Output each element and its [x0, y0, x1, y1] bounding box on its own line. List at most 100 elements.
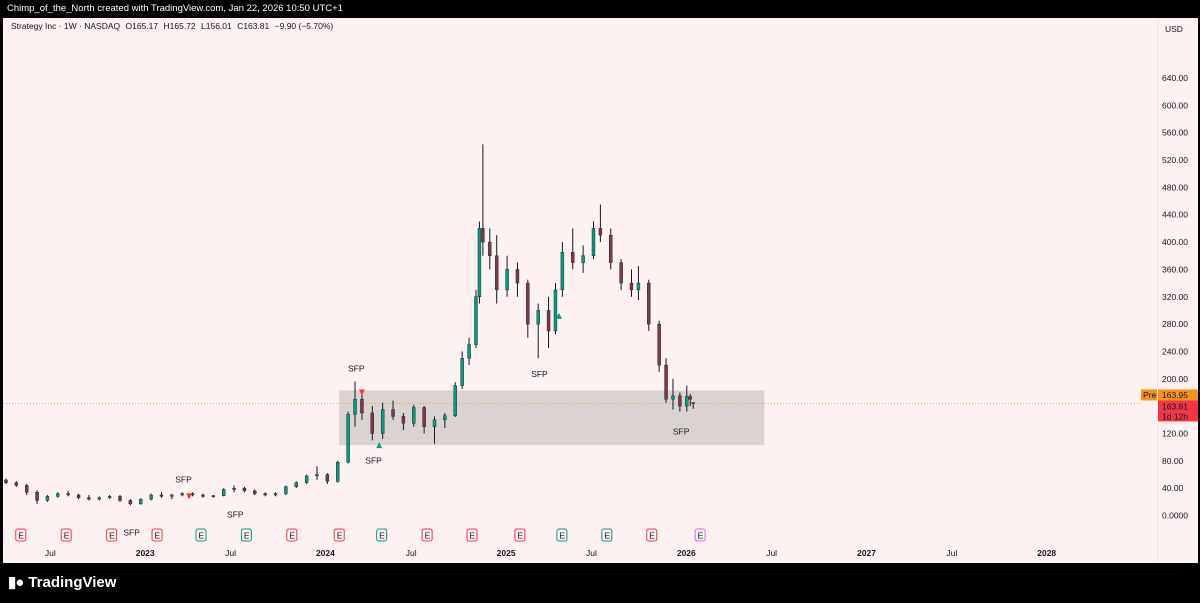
candle-body[interactable]: [263, 493, 267, 496]
candle-body[interactable]: [353, 399, 357, 415]
candle-body[interactable]: [304, 475, 309, 483]
candle-body[interactable]: [35, 492, 39, 501]
earnings-badge-icon[interactable]: [195, 528, 207, 542]
candle-body[interactable]: [180, 493, 184, 496]
candle-body[interactable]: [253, 490, 257, 494]
earnings-badge-icon[interactable]: [694, 528, 706, 542]
ohlc-high: H165.72: [163, 21, 196, 31]
candle-body[interactable]: [87, 497, 91, 500]
candle-body[interactable]: [315, 474, 319, 477]
candle-body[interactable]: [560, 252, 565, 291]
candle-body[interactable]: [45, 496, 50, 501]
candle-body[interactable]: [453, 385, 457, 416]
candle-body[interactable]: [159, 494, 164, 497]
tradingview-logo[interactable]: ▮● TradingView: [8, 573, 116, 592]
price-chart-svg[interactable]: SFP SFP SFP SFP SFP SFP SFP E E E E E E E E E E E E E E E E Jul…: [3, 18, 1198, 563]
candle-body[interactable]: [422, 407, 426, 427]
candle-body[interactable]: [14, 482, 19, 486]
candle-body[interactable]: [128, 500, 133, 505]
earnings-badge-icon[interactable]: [15, 528, 27, 542]
sfp-label: SFP: [365, 456, 382, 466]
candle-body[interactable]: [66, 493, 70, 496]
earnings-badge-icon[interactable]: [240, 528, 252, 542]
candle-body[interactable]: [688, 396, 692, 400]
candle-body[interactable]: [360, 399, 364, 414]
earnings-badge-icon[interactable]: [151, 528, 163, 542]
candle-body[interactable]: [460, 358, 464, 386]
candle-body[interactable]: [678, 395, 682, 407]
earnings-badge-icon[interactable]: [514, 528, 526, 542]
candle-body[interactable]: [325, 474, 330, 482]
candle-body[interactable]: [336, 461, 340, 482]
candle-body[interactable]: [346, 414, 350, 463]
candle-body[interactable]: [284, 486, 288, 494]
candle-body[interactable]: [546, 310, 551, 332]
candle-body[interactable]: [505, 269, 509, 291]
candle-body[interactable]: [391, 409, 395, 417]
candle-body[interactable]: [467, 344, 471, 359]
candle-body[interactable]: [495, 255, 499, 291]
bar-countdown-label: 1d 12h: [1162, 411, 1188, 421]
candle-body[interactable]: [536, 310, 540, 325]
candle-body[interactable]: [664, 364, 668, 400]
candle-body[interactable]: [201, 494, 205, 497]
candle-body[interactable]: [211, 495, 216, 497]
candle-body[interactable]: [477, 228, 482, 297]
candle-body[interactable]: [598, 228, 603, 236]
candle-body[interactable]: [685, 396, 689, 407]
candle-body[interactable]: [591, 228, 596, 256]
candle-body[interactable]: [647, 282, 651, 325]
candle-body[interactable]: [671, 395, 675, 400]
earnings-badge-icon[interactable]: [646, 528, 658, 542]
candle-body[interactable]: [412, 407, 416, 424]
candle-body[interactable]: [370, 412, 374, 434]
candle-body[interactable]: [474, 296, 478, 345]
candle-body[interactable]: [4, 479, 8, 483]
candle-body[interactable]: [515, 269, 520, 284]
candle-body[interactable]: [56, 493, 60, 497]
candle-body[interactable]: [242, 487, 247, 492]
candle-body[interactable]: [139, 498, 143, 505]
time-axis-label: 2026: [677, 548, 696, 558]
earnings-badge-icon[interactable]: [60, 528, 72, 542]
candle-body[interactable]: [97, 497, 101, 500]
candle-body[interactable]: [609, 235, 613, 263]
earnings-badge-icon[interactable]: [601, 528, 613, 542]
candle-body[interactable]: [118, 496, 122, 501]
candle-body[interactable]: [481, 228, 485, 243]
candle-body[interactable]: [629, 282, 634, 291]
candle-body[interactable]: [76, 494, 81, 498]
candle-body[interactable]: [221, 489, 226, 496]
candle-body[interactable]: [294, 482, 298, 487]
candle-body[interactable]: [443, 415, 447, 420]
candle-body[interactable]: [581, 255, 585, 263]
candle-body[interactable]: [273, 493, 278, 496]
candle-body[interactable]: [657, 323, 661, 366]
candle-body[interactable]: [571, 252, 575, 263]
candle-body[interactable]: [24, 485, 29, 493]
chart-area[interactable]: SFP SFP SFP SFP SFP SFP SFP E E E E E E E E E E E E E E E E Jul…: [3, 18, 1198, 563]
candle-body[interactable]: [526, 282, 530, 325]
candle-body[interactable]: [380, 409, 385, 434]
sfp-triangle-icon: [358, 389, 365, 396]
earnings-badge-icon[interactable]: [466, 528, 478, 542]
candle-body[interactable]: [636, 282, 641, 291]
earnings-badge-icon[interactable]: [333, 528, 345, 542]
candle-body[interactable]: [488, 241, 492, 256]
candle-body[interactable]: [107, 496, 112, 498]
candle-body[interactable]: [553, 289, 558, 332]
candle-body[interactable]: [401, 416, 406, 424]
candle-body[interactable]: [232, 487, 236, 490]
earnings-badge-icon[interactable]: [286, 528, 298, 542]
earnings-letter: E: [698, 531, 704, 541]
candle-body[interactable]: [170, 494, 174, 497]
price-tick-label: 640.00: [1162, 73, 1188, 83]
candle-body[interactable]: [619, 262, 623, 284]
candle-body[interactable]: [691, 402, 695, 404]
earnings-badge-icon[interactable]: [106, 528, 118, 542]
earnings-badge-icon[interactable]: [376, 528, 388, 542]
candle-body[interactable]: [432, 419, 437, 427]
candle-body[interactable]: [149, 494, 153, 500]
earnings-badge-icon[interactable]: [421, 528, 433, 542]
earnings-badge-icon[interactable]: [556, 528, 568, 542]
